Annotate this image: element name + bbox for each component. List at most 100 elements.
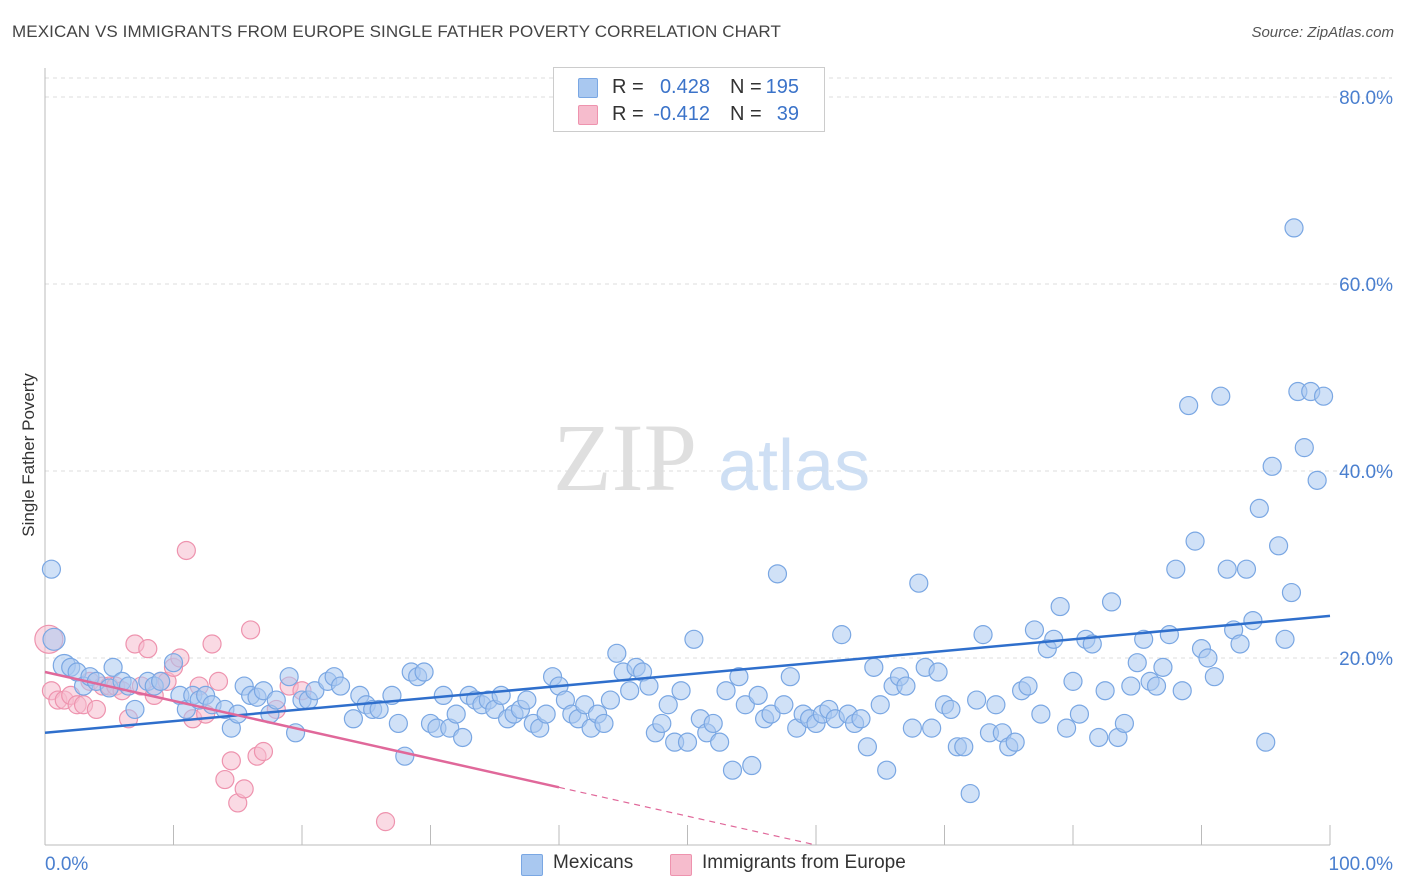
point-mexicans (1198, 648, 1218, 668)
point-mexicans (594, 713, 614, 734)
legend-r-label: R = (612, 103, 644, 125)
point-mexicans (536, 704, 556, 724)
point-immigrants-from-europe (208, 671, 229, 691)
axes (44, 68, 1331, 846)
point-immigrants-from-europe (221, 751, 241, 771)
point-mexicans (928, 662, 948, 682)
point-mexicans (735, 695, 755, 715)
watermark-atlas: atlas (718, 426, 870, 506)
point-mexicans (1204, 667, 1224, 687)
point-mexicans (986, 695, 1006, 715)
point-mexicans (1172, 681, 1192, 701)
point-mexicans (960, 783, 980, 804)
point-mexicans (1114, 713, 1135, 734)
point-mexicans (600, 690, 621, 710)
point-immigrants-from-europe (202, 634, 222, 654)
point-mexicans (388, 713, 408, 734)
point-mexicans (1031, 704, 1051, 724)
point-mexicans (716, 681, 736, 701)
point-mexicans (877, 760, 897, 780)
point-mexicans (1268, 536, 1289, 556)
legend-label-mexicans: Mexicans (553, 852, 634, 873)
point-mexicans (780, 667, 800, 687)
point-mexicans (607, 643, 627, 663)
trend-lines (44, 614, 1331, 846)
y-tick-label: 60.0% (1339, 275, 1393, 296)
y-tick-label: 20.0% (1339, 649, 1393, 670)
point-mexicans (491, 685, 511, 706)
point-mexicans (710, 732, 730, 752)
point-immigrants-from-europe (215, 769, 235, 790)
point-mexicans (1179, 395, 1199, 416)
point-mexicans (343, 709, 363, 729)
point-mexicans (620, 681, 640, 701)
point-mexicans (1284, 218, 1304, 238)
point-mexicans (575, 695, 595, 715)
legend-row-mexicans: R = 0.428 N = 195 (554, 74, 824, 100)
point-mexicans (729, 667, 749, 687)
point-mexicans (941, 699, 961, 720)
point-mexicans (677, 732, 698, 752)
point-immigrants-from-europe (234, 779, 254, 799)
legend-swatch-mexicans (578, 78, 598, 98)
point-mexicans (1262, 456, 1282, 476)
point-mexicans (41, 559, 62, 579)
point-mexicans (1307, 470, 1327, 490)
point-mexicans (922, 718, 942, 738)
point-mexicans (1134, 629, 1154, 649)
point-mexicans (1294, 438, 1314, 458)
point-mexicans (395, 746, 415, 766)
point-mexicans (1243, 610, 1263, 631)
point-mexicans (1249, 498, 1269, 518)
point-mexicans (1211, 386, 1231, 406)
point-mexicans (1146, 676, 1167, 696)
x-tick-label: 0.0% (45, 854, 88, 875)
y-axis-label: Single Father Poverty (19, 373, 38, 537)
point-mexicans (1281, 582, 1302, 603)
point-mexicans (639, 676, 659, 696)
point-mexicans (902, 718, 922, 738)
point-mexicans (1050, 596, 1070, 617)
point-mexicans (1127, 653, 1147, 673)
point-mexicans (1101, 592, 1122, 612)
point-mexicans (1153, 657, 1173, 677)
source-credit: Source: ZipAtlas.com (1251, 24, 1394, 41)
legend-r-value: 0.428 (659, 76, 710, 98)
x-tick-label: 100.0% (1329, 854, 1394, 875)
point-mexicans (453, 727, 473, 748)
point-mexicans (330, 676, 351, 696)
point-mexicans (1089, 727, 1109, 748)
point-mexicans (658, 695, 678, 715)
y-tick-label: 40.0% (1339, 462, 1393, 483)
point-mexicans (266, 690, 286, 710)
point-mexicans (1024, 620, 1045, 640)
point-mexicans (832, 625, 852, 645)
legend-swatch-immigrants (670, 854, 692, 876)
point-mexicans (369, 699, 389, 720)
point-mexicans (684, 629, 704, 649)
point-mexicans (1185, 531, 1205, 551)
point-mexicans (1121, 676, 1141, 696)
point-mexicans (954, 737, 974, 757)
point-immigrants-from-europe (86, 699, 107, 720)
point-immigrants-from-europe (241, 620, 261, 640)
legend-n-label: N = (730, 76, 762, 98)
legend-swatch-immigrants (578, 105, 598, 125)
point-mexicans (414, 662, 434, 682)
point-mexicans (1313, 386, 1334, 406)
point-mexicans (151, 671, 171, 691)
point-mexicans (973, 625, 993, 645)
point-mexicans (163, 653, 184, 673)
watermark: ZIP atlas (553, 404, 870, 511)
point-immigrants-from-europe (375, 812, 396, 832)
point-mexicans (748, 685, 768, 706)
series-legend: Mexicans Immigrants from Europe (0, 852, 1406, 878)
point-mexicans (1069, 704, 1090, 724)
point-mexicans (909, 573, 929, 593)
tick-labels: 20.0% 40.0% 60.0% 80.0% 0.0% 100.0% (45, 88, 1393, 875)
point-mexicans (1230, 634, 1250, 654)
point-mexicans (967, 690, 987, 710)
point-mexicans (1159, 625, 1179, 645)
trend-line-mexicans (44, 614, 1331, 735)
